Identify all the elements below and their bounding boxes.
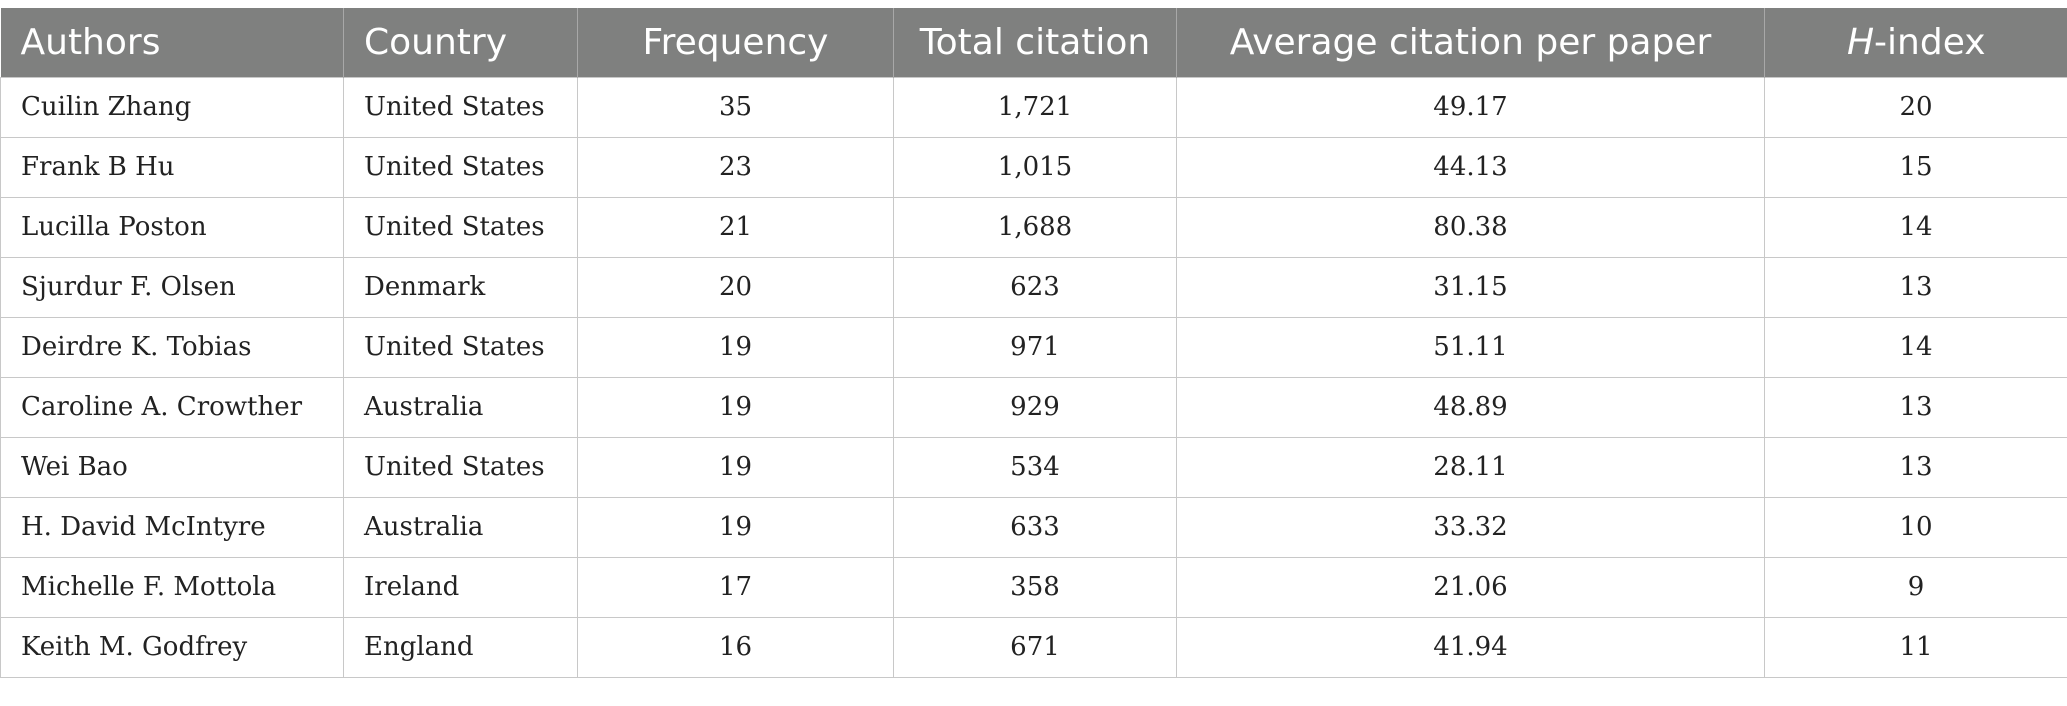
cell-frequency: 19 <box>577 376 894 438</box>
cell-h-index: 14 <box>1764 316 2067 378</box>
cell-average-citation: 31.15 <box>1176 256 1765 318</box>
authors-table: Authors Country Frequency Total citation… <box>0 8 2067 678</box>
cell-average-citation: 21.06 <box>1176 556 1765 618</box>
table-row: Caroline A. Crowther Australia 19 929 48.89 1… <box>0 376 2067 438</box>
cell-h-index: 13 <box>1764 436 2067 498</box>
cell-country: Australia <box>343 376 578 438</box>
cell-author: Caroline A. Crowther <box>0 376 344 438</box>
cell-author: Lucilla Poston <box>0 196 344 258</box>
header-frequency: Frequency <box>577 8 894 77</box>
header-total-citation: Total citation <box>893 8 1177 77</box>
cell-total-citation: 1,015 <box>893 136 1177 198</box>
table-row: Keith M. Godfrey England 16 671 41.94 11 <box>0 616 2067 678</box>
cell-frequency: 17 <box>577 556 894 618</box>
cell-country: United States <box>343 76 578 138</box>
header-average-citation: Average citation per paper <box>1176 8 1765 77</box>
authors-table-container: Authors Country Frequency Total citation… <box>0 8 2067 678</box>
table-body: Cuilin Zhang United States 35 1,721 49.17 20 F… <box>0 76 2067 678</box>
header-h-index-suffix: -index <box>1874 21 1986 63</box>
cell-total-citation: 971 <box>893 316 1177 378</box>
table-row: Cuilin Zhang United States 35 1,721 49.17 20 <box>0 76 2067 138</box>
cell-frequency: 35 <box>577 76 894 138</box>
cell-total-citation: 929 <box>893 376 1177 438</box>
cell-average-citation: 51.11 <box>1176 316 1765 378</box>
cell-h-index: 11 <box>1764 616 2067 678</box>
cell-h-index: 13 <box>1764 376 2067 438</box>
cell-h-index: 15 <box>1764 136 2067 198</box>
cell-frequency: 19 <box>577 436 894 498</box>
table-row: Lucilla Poston United States 21 1,688 80.38 1… <box>0 196 2067 258</box>
cell-h-index: 20 <box>1764 76 2067 138</box>
cell-country: Denmark <box>343 256 578 318</box>
cell-author: Wei Bao <box>0 436 344 498</box>
cell-country: United States <box>343 436 578 498</box>
cell-frequency: 16 <box>577 616 894 678</box>
cell-author: Cuilin Zhang <box>0 76 344 138</box>
cell-average-citation: 44.13 <box>1176 136 1765 198</box>
cell-total-citation: 534 <box>893 436 1177 498</box>
cell-average-citation: 33.32 <box>1176 496 1765 558</box>
table-row: Sjurdur F. Olsen Denmark 20 623 31.15 13 <box>0 256 2067 318</box>
table-row: H. David McIntyre Australia 19 633 33.32 10 <box>0 496 2067 558</box>
header-h-index: H-index <box>1764 8 2067 77</box>
header-row: Authors Country Frequency Total citation… <box>0 8 2067 77</box>
cell-average-citation: 41.94 <box>1176 616 1765 678</box>
table-row: Frank B Hu United States 23 1,015 44.13 15 <box>0 136 2067 198</box>
cell-total-citation: 358 <box>893 556 1177 618</box>
header-authors: Authors <box>0 8 344 77</box>
cell-country: United States <box>343 136 578 198</box>
cell-author: H. David McIntyre <box>0 496 344 558</box>
cell-total-citation: 623 <box>893 256 1177 318</box>
cell-country: United States <box>343 196 578 258</box>
cell-author: Deirdre K. Tobias <box>0 316 344 378</box>
cell-frequency: 19 <box>577 496 894 558</box>
cell-average-citation: 49.17 <box>1176 76 1765 138</box>
table-row: Deirdre K. Tobias United States 19 971 51.11… <box>0 316 2067 378</box>
cell-country: United States <box>343 316 578 378</box>
cell-country: Australia <box>343 496 578 558</box>
cell-h-index: 10 <box>1764 496 2067 558</box>
cell-total-citation: 633 <box>893 496 1177 558</box>
cell-h-index: 14 <box>1764 196 2067 258</box>
header-h-index-letter: H <box>1846 21 1875 63</box>
cell-average-citation: 28.11 <box>1176 436 1765 498</box>
cell-frequency: 19 <box>577 316 894 378</box>
cell-h-index: 9 <box>1764 556 2067 618</box>
table-header: Authors Country Frequency Total citation… <box>0 8 2067 77</box>
cell-author: Frank B Hu <box>0 136 344 198</box>
table-row: Michelle F. Mottola Ireland 17 358 21.06 9 <box>0 556 2067 618</box>
cell-frequency: 23 <box>577 136 894 198</box>
cell-total-citation: 671 <box>893 616 1177 678</box>
cell-average-citation: 48.89 <box>1176 376 1765 438</box>
cell-average-citation: 80.38 <box>1176 196 1765 258</box>
table-row: Wei Bao United States 19 534 28.11 13 <box>0 436 2067 498</box>
cell-frequency: 21 <box>577 196 894 258</box>
cell-total-citation: 1,721 <box>893 76 1177 138</box>
cell-author: Keith M. Godfrey <box>0 616 344 678</box>
cell-frequency: 20 <box>577 256 894 318</box>
cell-country: Ireland <box>343 556 578 618</box>
cell-h-index: 13 <box>1764 256 2067 318</box>
cell-author: Michelle F. Mottola <box>0 556 344 618</box>
cell-total-citation: 1,688 <box>893 196 1177 258</box>
header-country: Country <box>343 8 578 77</box>
cell-country: England <box>343 616 578 678</box>
cell-author: Sjurdur F. Olsen <box>0 256 344 318</box>
